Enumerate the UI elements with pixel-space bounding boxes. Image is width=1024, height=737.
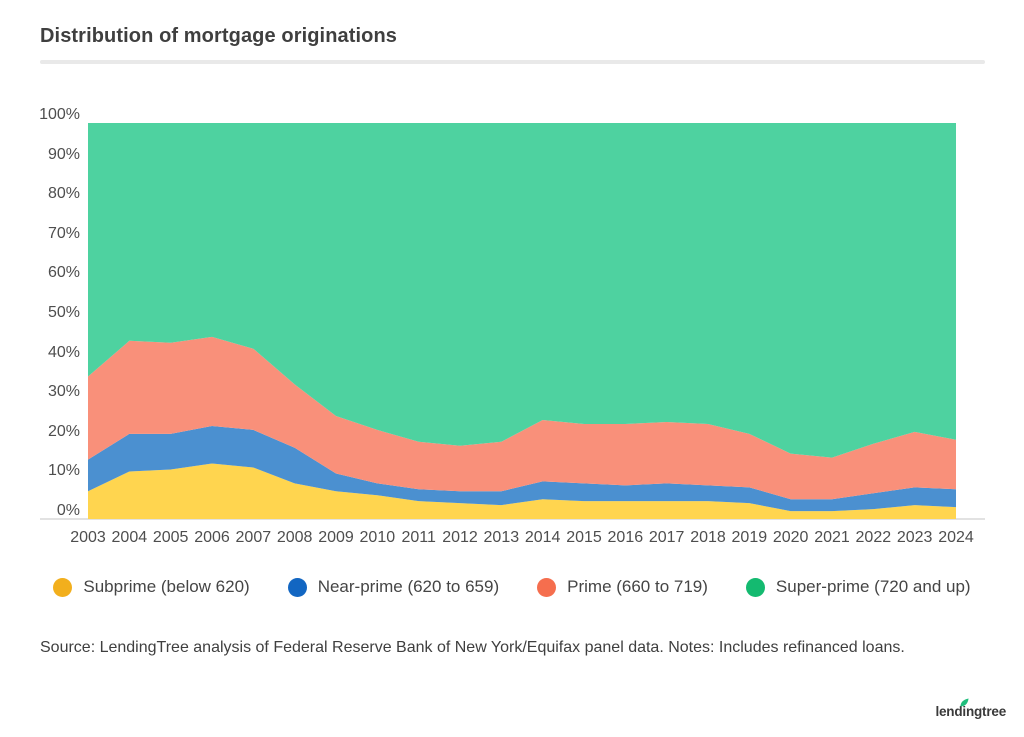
x-axis-label-2012: 2012 bbox=[442, 529, 478, 546]
lendingtree-logo: lendingtree bbox=[935, 698, 1006, 725]
y-axis-label-80: 80% bbox=[47, 185, 80, 203]
y-axis-label-100: 100% bbox=[39, 106, 80, 123]
y-axis-label-50: 50% bbox=[47, 304, 80, 321]
legend-dot-icon-super-prime bbox=[745, 577, 765, 597]
stacked-area-chart bbox=[88, 123, 956, 519]
x-axis-label-2019: 2019 bbox=[731, 529, 768, 546]
source-note: Source: LendingTree analysis of Federal … bbox=[40, 639, 905, 656]
y-axis-label-30: 30% bbox=[47, 383, 80, 401]
legend-item-super-prime: Super-prime (720 and up) bbox=[745, 577, 971, 597]
y-axis-label-0: 0% bbox=[56, 502, 80, 519]
y-axis-label-90: 90% bbox=[47, 145, 80, 163]
x-axis-label-2024: 2024 bbox=[938, 529, 974, 546]
x-axis-label-2023: 2023 bbox=[896, 529, 933, 546]
leaf-icon bbox=[960, 698, 969, 707]
x-axis-label-2016: 2016 bbox=[607, 529, 644, 546]
x-axis-label-2010: 2010 bbox=[359, 529, 396, 546]
y-axis-label-20: 20% bbox=[47, 422, 80, 440]
legend-item-label: Super-prime (720 and up) bbox=[775, 577, 971, 596]
legend-item-near-prime: Near-prime (620 to 659) bbox=[287, 577, 500, 597]
legend-item-label: Prime (660 to 719) bbox=[567, 577, 708, 596]
y-axis-label-70: 70% bbox=[47, 224, 80, 242]
area-subprime bbox=[88, 463, 956, 519]
x-axis-label-2008: 2008 bbox=[276, 529, 313, 546]
legend-dot-icon-subprime bbox=[53, 577, 73, 597]
x-axis-label-2009: 2009 bbox=[318, 529, 354, 546]
x-axis-label-2021: 2021 bbox=[814, 529, 850, 546]
x-axis-label-2020: 2020 bbox=[772, 529, 809, 546]
legend-dot-icon-near-prime bbox=[287, 577, 307, 597]
x-axis-label-2013: 2013 bbox=[483, 529, 520, 546]
page-title: Distribution of mortgage originations bbox=[40, 25, 398, 47]
legend-item-label: Subprime (below 620) bbox=[83, 577, 250, 596]
chart-legend: Subprime (below 620) Near-prime (620 to 6… bbox=[0, 577, 1024, 597]
x-axis-label-2015: 2015 bbox=[566, 529, 602, 546]
x-axis-label-2004: 2004 bbox=[111, 529, 148, 546]
y-axis-label-10: 10% bbox=[47, 462, 80, 480]
logo-text: lendingtree bbox=[935, 704, 1006, 719]
x-axis-label-2003: 2003 bbox=[70, 529, 106, 546]
legend-dot-icon-prime bbox=[537, 577, 557, 597]
legend-item-prime: Prime (660 to 719) bbox=[537, 577, 708, 597]
y-axis-label-40: 40% bbox=[47, 343, 80, 361]
x-axis-label-2018: 2018 bbox=[690, 529, 726, 546]
area-near-prime bbox=[88, 425, 956, 512]
x-axis-label-2005: 2005 bbox=[152, 529, 189, 546]
area-prime bbox=[88, 336, 956, 500]
x-axis-label-2017: 2017 bbox=[648, 529, 685, 546]
x-axis-label-2006: 2006 bbox=[194, 529, 230, 546]
x-axis-label-2014: 2014 bbox=[524, 529, 561, 546]
legend-item-subprime: Subprime (below 620) bbox=[53, 577, 250, 597]
x-axis-line bbox=[40, 518, 985, 520]
title-divider bbox=[40, 60, 985, 64]
y-axis-label-60: 60% bbox=[47, 264, 80, 282]
x-axis-label-2011: 2011 bbox=[401, 529, 436, 546]
x-axis-label-2022: 2022 bbox=[855, 529, 892, 546]
x-axis-label-2007: 2007 bbox=[235, 529, 272, 546]
legend-item-label: Near-prime (620 to 659) bbox=[317, 577, 500, 596]
area-super-prime bbox=[88, 123, 956, 458]
